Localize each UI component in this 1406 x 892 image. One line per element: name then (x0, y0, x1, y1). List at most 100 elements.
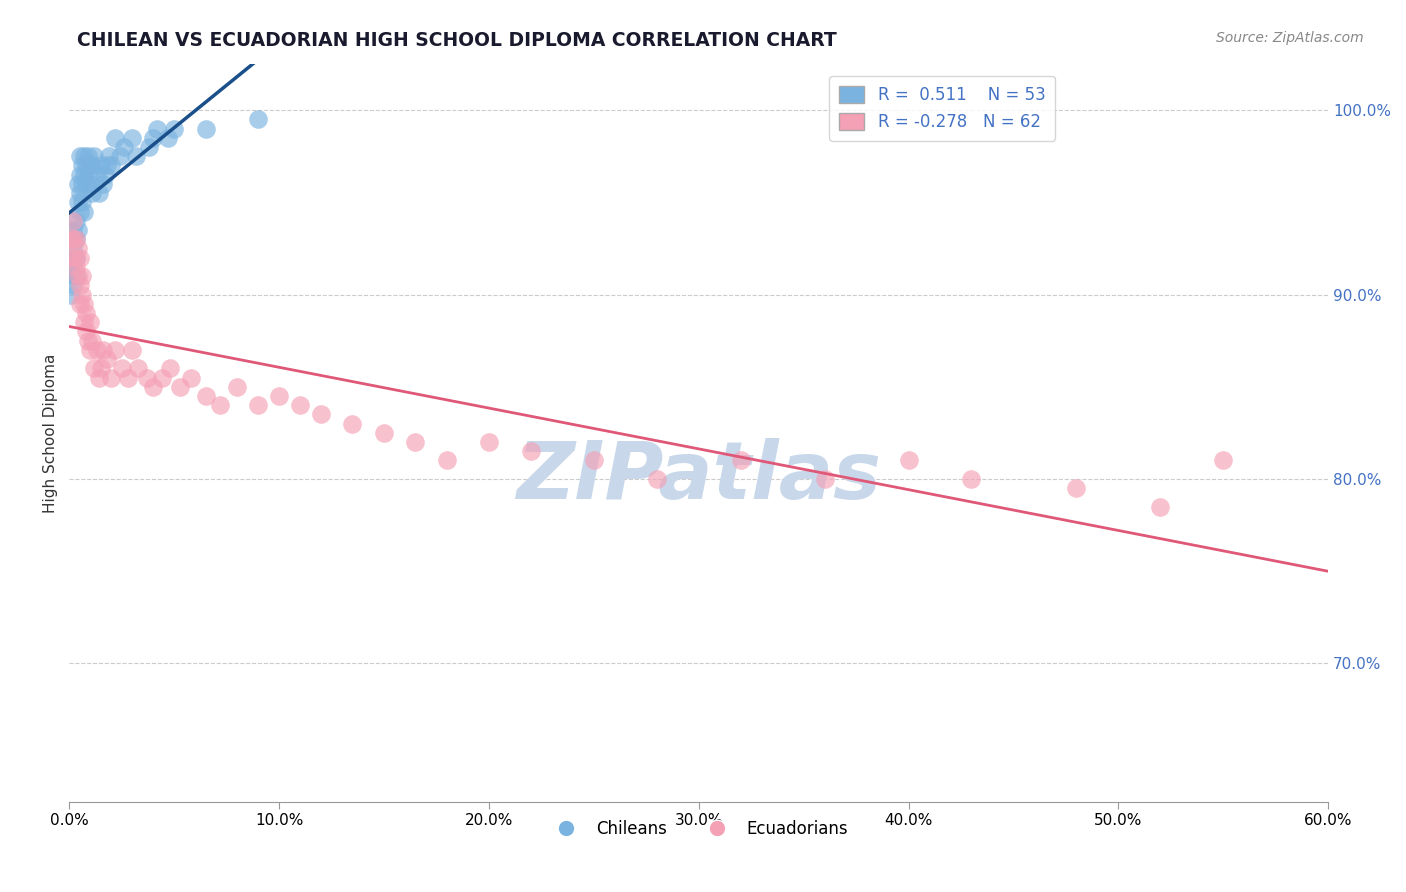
Point (66, 223, 89, 237)
Point (98, 149, 121, 163)
Point (897, 453, 920, 467)
Point (62, 214, 84, 228)
Point (127, 361, 149, 376)
Point (87, 186, 110, 201)
Point (75, 159, 97, 173)
Point (100, 370, 122, 384)
Point (121, 343, 143, 357)
Point (73, 315, 96, 329)
Point (478, 435, 501, 450)
Point (69, 297, 91, 311)
Point (60, 251, 83, 265)
Point (83, 361, 105, 376)
Point (309, 408, 332, 422)
Point (86, 343, 108, 357)
Point (813, 472, 835, 486)
Point (138, 140, 160, 154)
Point (60, 269, 83, 284)
Point (373, 425, 395, 440)
Point (83, 149, 105, 163)
Point (82, 159, 104, 173)
Point (125, 149, 148, 163)
Point (226, 380, 249, 394)
Point (66, 242, 89, 256)
Point (112, 140, 135, 154)
Point (645, 472, 668, 486)
Point (142, 380, 165, 394)
Point (79, 159, 101, 173)
Point (75, 325, 97, 339)
Point (73, 297, 96, 311)
Point (247, 112, 270, 127)
Point (146, 121, 169, 136)
Point (1212, 453, 1234, 467)
Point (436, 453, 458, 467)
Text: ZIPatlas: ZIPatlas (516, 438, 882, 516)
Text: CHILEAN VS ECUADORIAN HIGH SCHOOL DIPLOMA CORRELATION CHART: CHILEAN VS ECUADORIAN HIGH SCHOOL DIPLOM… (77, 31, 837, 50)
Point (77, 168, 100, 182)
Point (70, 269, 93, 284)
Point (69, 204, 91, 219)
Point (79, 315, 101, 329)
Point (82, 334, 104, 348)
Point (62, 260, 84, 274)
Point (342, 417, 364, 431)
Point (73, 168, 96, 182)
Point (65, 214, 87, 228)
Point (60, 251, 83, 265)
Legend: Chileans, Ecuadorians: Chileans, Ecuadorians (543, 814, 855, 845)
Point (104, 343, 127, 357)
Point (117, 370, 139, 384)
Point (1149, 500, 1171, 514)
Point (247, 398, 270, 412)
Point (62, 242, 84, 256)
Point (730, 453, 752, 467)
Point (75, 306, 97, 320)
Point (66, 195, 89, 210)
Point (70, 177, 93, 191)
Point (96, 352, 118, 367)
Point (96, 159, 118, 173)
Point (82, 186, 104, 201)
Point (169, 380, 191, 394)
Point (69, 168, 91, 182)
Point (66, 269, 89, 284)
Point (62, 278, 84, 293)
Point (73, 204, 96, 219)
Point (69, 278, 91, 293)
Point (65, 232, 87, 246)
Point (60, 287, 83, 301)
Point (121, 130, 143, 145)
Point (86, 168, 108, 182)
Point (94, 168, 117, 182)
Point (91, 177, 114, 191)
Point (135, 370, 157, 384)
Point (70, 159, 93, 173)
Point (69, 149, 91, 163)
Point (582, 453, 605, 467)
Point (156, 130, 179, 145)
Point (159, 361, 181, 376)
Point (60, 232, 83, 246)
Point (73, 149, 96, 163)
Point (79, 343, 101, 357)
Point (91, 343, 114, 357)
Point (104, 130, 127, 145)
Point (65, 269, 87, 284)
Point (142, 130, 165, 145)
Point (180, 370, 202, 384)
Point (288, 398, 311, 412)
Point (108, 149, 131, 163)
Point (69, 251, 91, 265)
Point (194, 389, 217, 403)
Point (150, 370, 173, 384)
Point (267, 389, 290, 403)
Point (62, 232, 84, 246)
Point (77, 334, 100, 348)
Point (163, 121, 186, 136)
Point (70, 195, 93, 210)
Point (79, 177, 101, 191)
Point (70, 287, 93, 301)
Point (65, 251, 87, 265)
Point (90, 159, 112, 173)
